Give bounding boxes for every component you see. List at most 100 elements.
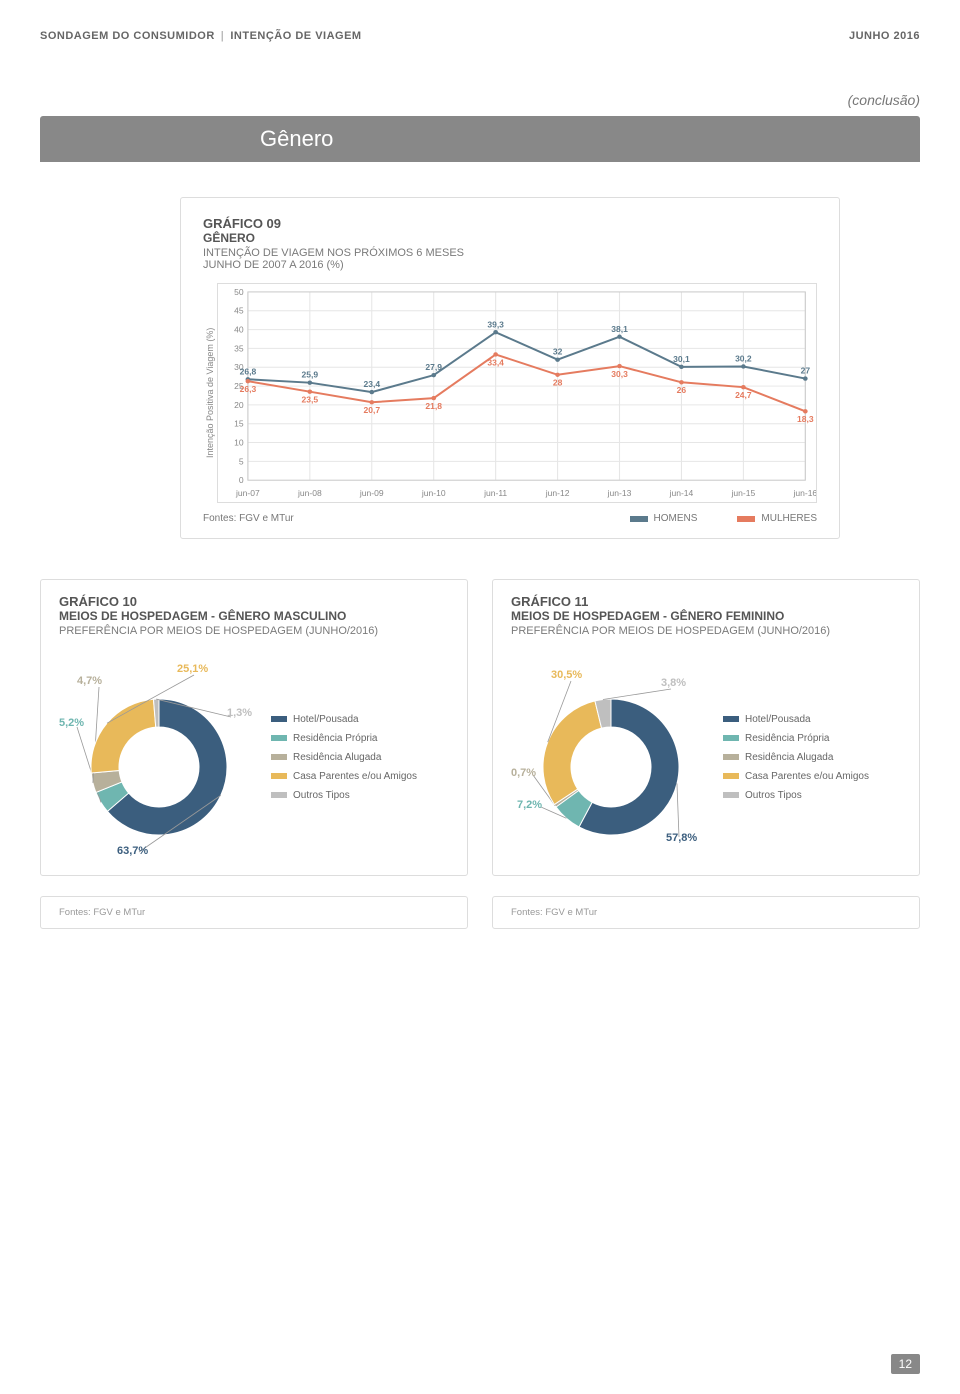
chart-09-source: Fontes: FGV e MTur (203, 513, 590, 524)
legend-swatch (723, 773, 739, 779)
header-title-1: SONDAGEM DO CONSUMIDOR (40, 30, 215, 42)
svg-text:21,8: 21,8 (425, 402, 442, 411)
svg-text:jun-10: jun-10 (421, 489, 446, 498)
svg-text:38,1: 38,1 (611, 325, 628, 334)
legend-mulheres: MULHERES (737, 513, 817, 524)
svg-text:27,9: 27,9 (425, 363, 442, 372)
svg-text:50: 50 (234, 288, 244, 297)
svg-text:jun-07: jun-07 (235, 489, 260, 498)
legend-item: Outros Tipos (723, 786, 869, 805)
donut-slice-label: 5,2% (59, 717, 84, 729)
chart-09-desc-1: INTENÇÃO DE VIAGEM NOS PRÓXIMOS 6 MESES (203, 247, 817, 259)
svg-text:jun-14: jun-14 (669, 489, 694, 498)
legend-item: Hotel/Pousada (271, 710, 417, 729)
conclusion-note: (conclusão) (40, 92, 920, 108)
svg-text:30,2: 30,2 (735, 355, 752, 364)
donut-slice-label: 63,7% (117, 845, 148, 857)
svg-text:0: 0 (239, 476, 244, 485)
donut-slice-label: 25,1% (177, 663, 208, 675)
header-date: JUNHO 2016 (849, 30, 920, 42)
chart-10-source: Fontes: FGV e MTur (40, 896, 468, 929)
chart-09-subtitle: GÊNERO (203, 231, 817, 245)
legend-swatch (271, 792, 287, 798)
header-title-2: INTENÇÃO DE VIAGEM (230, 30, 361, 42)
legend-label: Residência Própria (745, 729, 830, 748)
chart-11-source: Fontes: FGV e MTur (492, 896, 920, 929)
svg-text:15: 15 (234, 420, 244, 429)
header-divider: | (221, 30, 225, 42)
page-number: 12 (891, 1354, 920, 1374)
chart-09-frame: GRÁFICO 09 GÊNERO INTENÇÃO DE VIAGEM NOS… (180, 197, 840, 539)
svg-text:26,3: 26,3 (240, 385, 257, 394)
chart-11-number: GRÁFICO 11 (511, 594, 901, 609)
svg-text:23,5: 23,5 (302, 396, 319, 405)
legend-label: Hotel/Pousada (293, 710, 359, 729)
svg-text:jun-11: jun-11 (483, 489, 508, 498)
donut-slice-label: 30,5% (551, 669, 582, 681)
svg-text:jun-12: jun-12 (545, 489, 570, 498)
donut-slice-label: 3,8% (661, 677, 686, 689)
legend-swatch (271, 735, 287, 741)
legend-label: Residência Própria (293, 729, 378, 748)
legend-label: Residência Alugada (293, 748, 381, 767)
svg-text:jun-09: jun-09 (359, 489, 384, 498)
chart-09-desc-2: JUNHO DE 2007 A 2016 (%) (203, 259, 817, 271)
chart-09-plot-area: 05101520253035404550jun-07jun-08jun-09ju… (217, 283, 817, 503)
svg-text:23,4: 23,4 (363, 380, 380, 389)
chart-10-panel: GRÁFICO 10 MEIOS DE HOSPEDAGEM - GÊNERO … (40, 579, 468, 876)
donut-slice-label: 1,3% (227, 707, 252, 719)
legend-label: Residência Alugada (745, 748, 833, 767)
svg-text:28: 28 (553, 379, 563, 388)
legend-label: Casa Parentes e/ou Amigos (745, 767, 869, 786)
legend-swatch (271, 773, 287, 779)
svg-text:33,4: 33,4 (487, 359, 504, 368)
svg-text:jun-15: jun-15 (730, 489, 755, 498)
legend-item: Residência Alugada (271, 748, 417, 767)
chart-10-subtitle: MEIOS DE HOSPEDAGEM - GÊNERO MASCULINO (59, 609, 449, 623)
legend-swatch (723, 716, 739, 722)
legend-swatch (271, 716, 287, 722)
legend-label: Outros Tipos (293, 786, 350, 805)
svg-text:39,3: 39,3 (487, 321, 504, 330)
svg-text:jun-08: jun-08 (297, 489, 322, 498)
legend-item: Hotel/Pousada (723, 710, 869, 729)
legend-homens-swatch (630, 516, 648, 522)
svg-text:20: 20 (234, 401, 244, 410)
legend-swatch (723, 735, 739, 741)
svg-text:10: 10 (234, 439, 244, 448)
legend-label: Casa Parentes e/ou Amigos (293, 767, 417, 786)
legend-item: Outros Tipos (271, 786, 417, 805)
legend-mulheres-swatch (737, 516, 755, 522)
legend-item: Casa Parentes e/ou Amigos (723, 767, 869, 786)
legend-label: Outros Tipos (745, 786, 802, 805)
chart-11-legend: Hotel/PousadaResidência PrópriaResidênci… (723, 710, 869, 805)
svg-text:jun-13: jun-13 (607, 489, 632, 498)
page-header: SONDAGEM DO CONSUMIDOR | INTENÇÃO DE VIA… (40, 30, 920, 42)
legend-item: Casa Parentes e/ou Amigos (271, 767, 417, 786)
legend-swatch (723, 792, 739, 798)
legend-item: Residência Alugada (723, 748, 869, 767)
svg-text:30,1: 30,1 (673, 355, 690, 364)
svg-text:26: 26 (677, 386, 687, 395)
chart-11-desc: PREFERÊNCIA POR MEIOS DE HOSPEDAGEM (JUN… (511, 625, 901, 637)
svg-text:5: 5 (239, 458, 244, 467)
svg-text:27: 27 (801, 367, 811, 376)
donut-slice-label: 0,7% (511, 767, 536, 779)
legend-homens-label: HOMENS (654, 513, 698, 524)
donut-slice-label: 57,8% (666, 832, 697, 844)
legend-item: Residência Própria (271, 729, 417, 748)
section-title-band: Gênero (40, 116, 920, 162)
chart-11-panel: GRÁFICO 11 MEIOS DE HOSPEDAGEM - GÊNERO … (492, 579, 920, 876)
chart-10-number: GRÁFICO 10 (59, 594, 449, 609)
svg-text:30,3: 30,3 (611, 370, 628, 379)
legend-swatch (271, 754, 287, 760)
svg-text:35: 35 (234, 345, 244, 354)
legend-swatch (723, 754, 739, 760)
chart-09-y-axis-label: Intenção Positiva de Viagem (%) (203, 283, 217, 503)
chart-10-desc: PREFERÊNCIA POR MEIOS DE HOSPEDAGEM (JUN… (59, 625, 449, 637)
chart-10-donut: 63,7%5,2%4,7%25,1%1,3% (59, 657, 259, 857)
donut-slice-label: 7,2% (517, 799, 542, 811)
svg-text:25,9: 25,9 (302, 371, 319, 380)
chart-09-number: GRÁFICO 09 (203, 216, 817, 231)
chart-11-donut: 57,8% 7,2% 0,7% 30,5% 3,8% (511, 657, 711, 857)
